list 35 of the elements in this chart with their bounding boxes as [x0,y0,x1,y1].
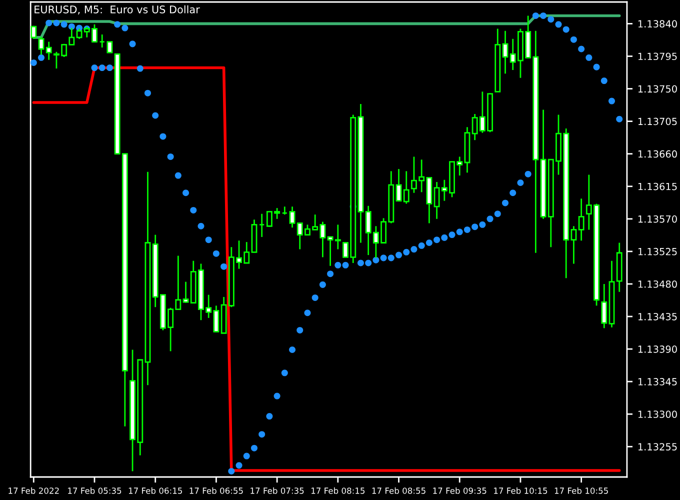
candlestick [289,206,296,228]
candlestick [46,41,52,61]
x-tick-label: 17 Feb 06:15 [128,487,182,494]
chart-title: EURUSD, M5: Euro vs US Dollar [34,5,200,14]
y-tick-label: 1.13795 [638,52,677,60]
y-tick-label: 1.13435 [638,312,677,320]
y-tick-label: 1.13300 [638,410,677,418]
y-tick-label: 1.13390 [638,346,677,353]
candlestick [601,283,608,329]
x-tick-label: 17 Feb 08:15 [311,487,365,494]
candlestick [403,170,410,204]
candlestick [396,168,402,202]
y-tick-label: 1.13480 [638,280,677,288]
candlestick [106,41,113,54]
candlestick [502,30,508,74]
x-tick-label: 17 Feb 06:55 [190,487,243,494]
x-tick-label: 17 Feb 2022 [8,487,59,494]
y-tick-label: 1.13525 [638,248,677,256]
y-tick-label: 1.13660 [638,150,677,158]
candlestick [258,213,265,238]
x-tick-label: 17 Feb 10:15 [494,487,548,494]
y-tick-label: 1.13570 [638,215,677,223]
y-tick-label: 1.13255 [638,443,677,450]
candlestick [578,198,584,242]
y-tick-label: 1.13345 [638,378,677,386]
x-tick-label: 17 Feb 07:35 [250,487,304,494]
x-tick-label: 17 Feb 09:35 [433,487,486,494]
x-tick-label: 17 Feb 08:55 [372,487,426,494]
y-tick-label: 1.13615 [638,182,677,190]
candlestick [99,34,106,48]
x-tick-label: 17 Feb 10:55 [554,487,608,494]
x-tick-label: 17 Feb 05:35 [68,487,122,494]
y-tick-label: 1.13750 [638,85,677,93]
y-tick-label: 1.13840 [638,20,677,28]
y-tick-label: 1.13705 [638,118,677,126]
